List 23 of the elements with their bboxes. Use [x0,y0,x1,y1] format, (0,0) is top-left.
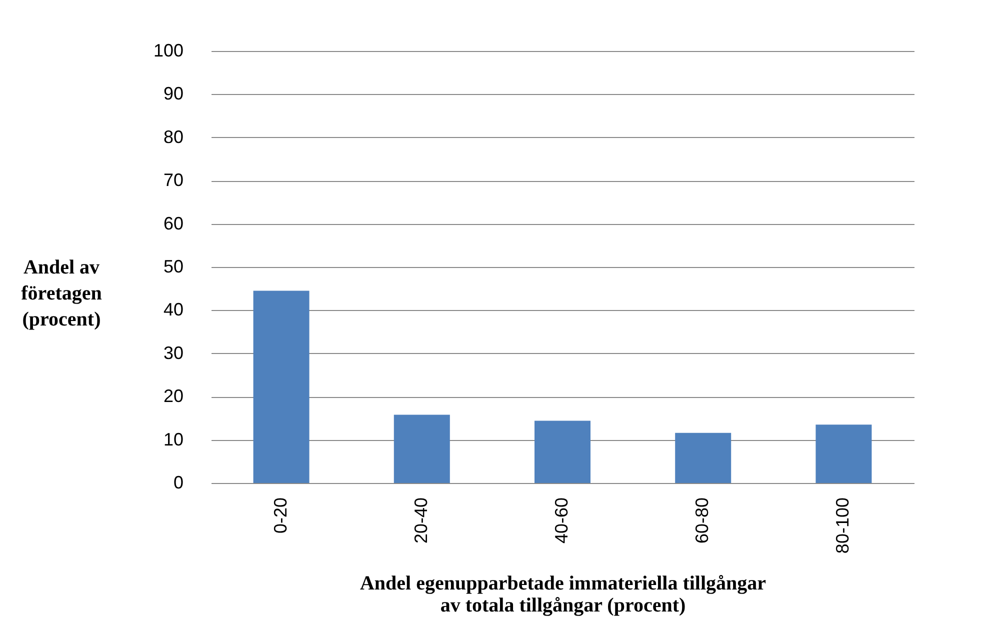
y-tick-label: 30 [163,342,184,363]
y-tick-label: 20 [163,386,184,406]
y-tick-label: 90 [163,84,184,104]
y-tick-label: 100 [153,40,184,60]
y-tick-label: 50 [163,256,184,276]
y-axis-title: Andel av företagen (procent) [21,256,102,330]
y-tick-label: 40 [163,300,184,320]
x-tick-label: 20-40 [410,498,431,544]
bar [675,432,732,483]
x-tick-label: 0-20 [270,498,290,534]
bar [394,414,450,483]
y-tick-label: 60 [163,213,184,234]
bar [534,420,590,483]
x-tick-label: 40-60 [552,498,572,544]
bar [253,290,310,483]
y-tick-label: 80 [163,126,184,147]
bar [816,424,872,483]
x-tick-label: 80-100 [832,498,853,554]
x-tick-label: 60-80 [692,498,712,544]
y-tick-label: 0 [173,472,184,492]
y-tick-label: 70 [163,170,184,190]
y-tick-label: 10 [163,429,184,450]
x-axis-title: Andel egenupparbetade immateriella tillgångar av totala tillgångar (procent) [360,572,766,617]
